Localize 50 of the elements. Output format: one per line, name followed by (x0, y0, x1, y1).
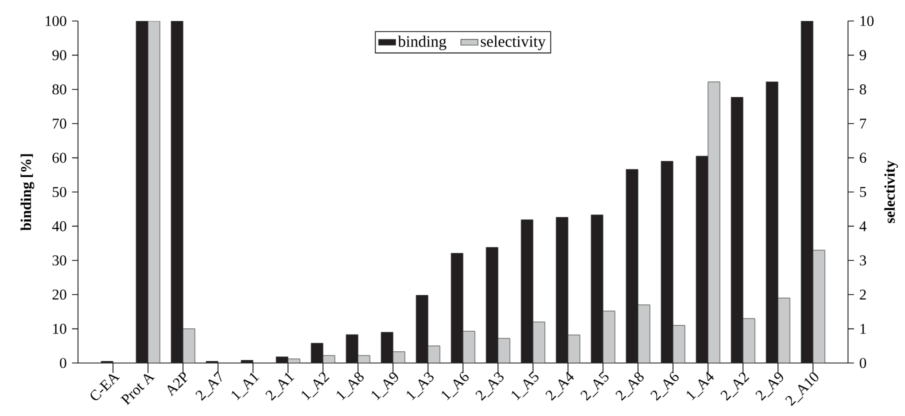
bar (182, 328, 196, 363)
y-tick-label: 90 (52, 50, 66, 60)
bar (486, 247, 498, 363)
y-tick-label: 0 (60, 358, 66, 368)
y2-tick-label: 6 (860, 152, 866, 163)
y-tick-label: 30 (52, 255, 66, 266)
bar (672, 325, 686, 363)
y2-tick-label: 5 (860, 187, 866, 197)
bar (730, 97, 744, 363)
y2-tick-label: 9 (860, 50, 866, 60)
bar (626, 169, 638, 363)
bar (380, 332, 394, 363)
y2-tick-label: 3 (860, 255, 866, 266)
y-tick-label: 50 (52, 186, 66, 198)
bar (660, 160, 674, 363)
y-tick-label: 80 (52, 84, 66, 94)
x-tick-label: Prot A (120, 374, 155, 406)
x-tick-label: A2P (167, 372, 188, 396)
y-tick-label: 20 (52, 290, 66, 300)
y2-tick-label: 1 (860, 324, 866, 334)
bar (778, 298, 790, 363)
y2-tick-label: 7 (860, 118, 866, 128)
bar (800, 20, 814, 363)
legend-label: binding (398, 36, 446, 50)
bar (462, 330, 476, 363)
bar (450, 252, 464, 363)
y2-tick-label: 4 (859, 221, 866, 232)
y-axis-title: binding [%] (20, 154, 34, 231)
y2-tick-label: 0 (860, 358, 866, 368)
bar (742, 318, 756, 363)
bar (170, 20, 184, 363)
y2-tick-label: 10 (860, 16, 874, 26)
bar (638, 304, 650, 363)
bar (532, 322, 546, 363)
bar (498, 338, 510, 363)
y2-axis-title: selectivity (884, 160, 898, 224)
bar (556, 217, 568, 363)
y2-tick-label: 8 (860, 84, 866, 94)
y-tick-label: 40 (52, 221, 66, 232)
y-tick-label: 100 (46, 16, 66, 26)
bar (416, 295, 428, 363)
bar (766, 82, 778, 363)
y2-tick-label: 2 (860, 290, 866, 300)
bar (520, 219, 534, 363)
y-tick-label: 10 (53, 324, 66, 334)
bar (590, 214, 604, 363)
y-tick-label: 70 (52, 118, 66, 129)
bar (346, 334, 358, 363)
legend-label: selectivity (480, 36, 546, 50)
y-tick-label: 60 (52, 152, 66, 163)
